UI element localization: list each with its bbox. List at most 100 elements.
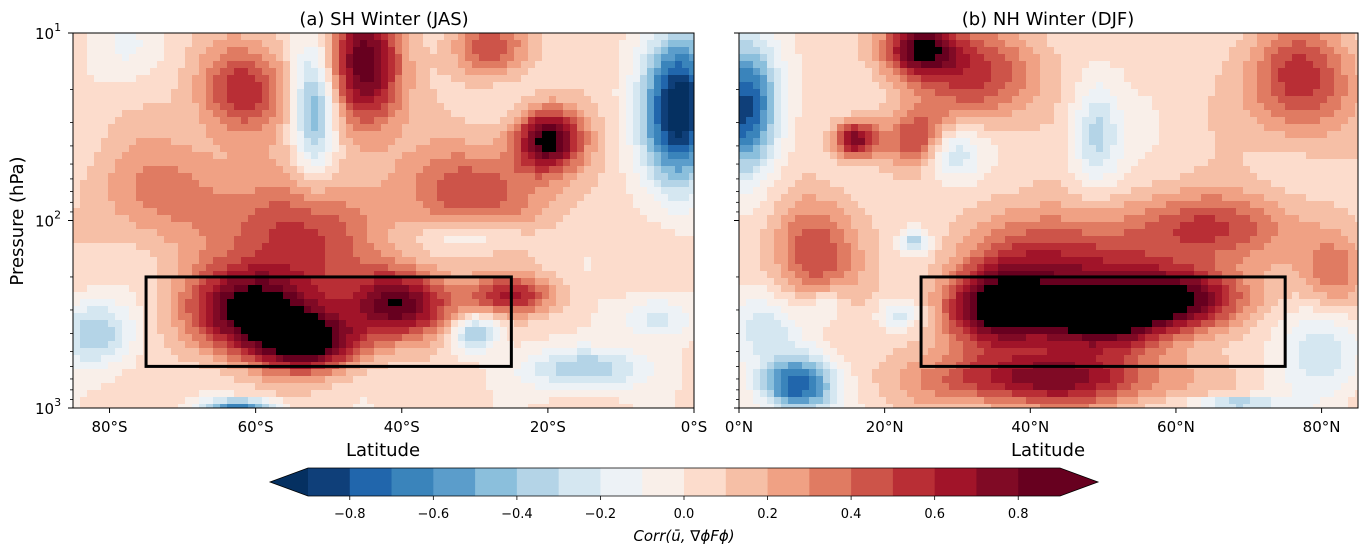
contour-cell [297, 180, 305, 188]
contour-cell [325, 243, 333, 251]
contour-cell [879, 40, 887, 48]
contour-cell [535, 201, 543, 209]
contour-cell [661, 47, 669, 55]
contour-cell [633, 61, 641, 69]
contour-cell [1012, 33, 1020, 41]
contour-cell [514, 47, 522, 55]
contour-cell [108, 152, 116, 160]
contour-cell [80, 124, 88, 132]
contour-cell [500, 138, 508, 146]
contour-cell [241, 299, 249, 307]
contour-cell [493, 327, 501, 335]
contour-cell [304, 61, 312, 69]
contour-cell [108, 159, 116, 167]
contour-cell [395, 327, 403, 335]
contour-cell [479, 334, 487, 342]
contour-cell [199, 54, 207, 62]
contour-cell [388, 278, 396, 286]
contour-cell [101, 68, 109, 76]
contour-cell [115, 40, 123, 48]
contour-cell [318, 397, 326, 405]
contour-cell [521, 201, 529, 209]
contour-cell [220, 194, 228, 202]
contour-cell [535, 299, 543, 307]
contour-cell [276, 68, 284, 76]
contour-cell [570, 152, 578, 160]
contour-cell [290, 264, 298, 272]
contour-cell [402, 299, 410, 307]
contour-cell [199, 82, 207, 90]
contour-cell [563, 257, 571, 265]
contour-cell [612, 376, 620, 384]
contour-cell [241, 397, 249, 405]
contour-cell [269, 152, 277, 160]
contour-cell [339, 117, 347, 125]
contour-cell [640, 54, 648, 62]
contour-cell [388, 117, 396, 125]
contour-cell [479, 264, 487, 272]
contour-cell [605, 103, 613, 111]
contour-cell [591, 250, 599, 258]
contour-cell [164, 54, 172, 62]
contour-cell [220, 103, 228, 111]
contour-cell [220, 341, 228, 349]
contour-cell [150, 61, 158, 69]
contour-cell [325, 215, 333, 223]
contour-cell [402, 334, 410, 342]
contour-cell [409, 208, 417, 216]
contour-cell [465, 82, 473, 90]
contour-cell [472, 215, 480, 223]
contour-cell [220, 390, 228, 398]
contour-cell [675, 362, 683, 370]
contour-cell [465, 348, 473, 356]
contour-cell [591, 229, 599, 237]
contour-cell [388, 306, 396, 314]
contour-cell [577, 292, 585, 300]
contour-cell [185, 33, 193, 41]
contour-cell [479, 355, 487, 363]
contour-cell [227, 299, 235, 307]
contour-cell [549, 250, 557, 258]
contour-cell [255, 194, 263, 202]
contour-cell [640, 180, 648, 188]
contour-cell [276, 152, 284, 160]
contour-cell [633, 334, 641, 342]
contour-cell [297, 383, 305, 391]
contour-cell [549, 236, 557, 244]
contour-cell [542, 355, 550, 363]
contour-cell [248, 40, 256, 48]
contour-cell [185, 166, 193, 174]
contour-cell [661, 103, 669, 111]
contour-cell [451, 397, 459, 405]
contour-cell [689, 103, 694, 111]
contour-cell [907, 33, 915, 41]
contour-cell [311, 40, 319, 48]
contour-cell [675, 173, 683, 181]
contour-cell [465, 376, 473, 384]
contour-cell [346, 82, 354, 90]
contour-cell [500, 61, 508, 69]
contour-cell [108, 250, 116, 258]
contour-cell [542, 180, 550, 188]
contour-cell [213, 299, 221, 307]
contour-cell [192, 264, 200, 272]
contour-cell [521, 236, 529, 244]
contour-cell [633, 229, 641, 237]
contour-cell [647, 292, 655, 300]
contour-cell [472, 131, 480, 139]
contour-cell [87, 138, 95, 146]
contour-cell [668, 82, 676, 90]
contour-cell [444, 40, 452, 48]
contour-cell [367, 159, 375, 167]
contour-cell [542, 159, 550, 167]
contour-cell [675, 54, 683, 62]
contour-cell [661, 40, 669, 48]
contour-cell [409, 236, 417, 244]
contour-cell [633, 264, 641, 272]
contour-cell [87, 348, 95, 356]
contour-cell [584, 40, 592, 48]
contour-cell [661, 285, 669, 293]
contour-cell [577, 47, 585, 55]
contour-cell [255, 320, 263, 328]
contour-cell [129, 222, 137, 230]
